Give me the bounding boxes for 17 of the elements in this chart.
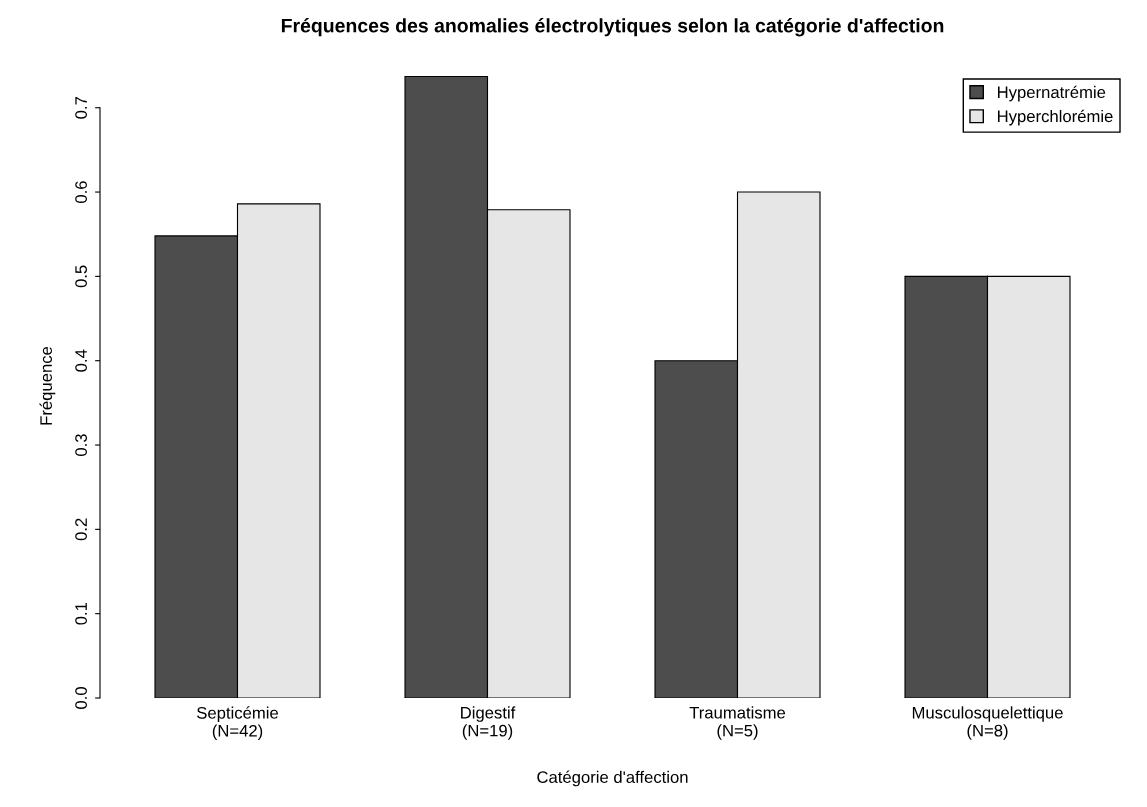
x-tick-label: Musculosquelettique (N=8) — [912, 706, 1063, 740]
y-tick-label: 0.2 — [75, 518, 87, 541]
y-tick-label: 0.1 — [75, 602, 87, 625]
x-axis-title: Catégorie d'affection — [537, 770, 688, 787]
chart-title: Fréquences des anomalies électrolytiques selon la catégorie d'affection — [281, 18, 944, 37]
y-tick-label: 0.5 — [75, 265, 87, 288]
x-tick-label: Traumatisme (N=5) — [689, 706, 786, 740]
y-tick-label: 0.3 — [75, 434, 87, 456]
y-axis-title: Fréquence — [39, 346, 56, 425]
legend-label: Hyperchlorémie — [998, 109, 1113, 126]
y-tick-label: 0.7 — [75, 96, 87, 119]
y-tick-label: 0.6 — [75, 181, 87, 203]
x-tick-label: Septicémie (N=42) — [197, 706, 278, 741]
x-tick-label: Digestif (N=19) — [461, 706, 516, 740]
y-tick-label: 0.4 — [75, 349, 87, 372]
legend-label: Hypernatrémie — [998, 85, 1106, 102]
y-tick-label: 0.0 — [75, 687, 87, 709]
